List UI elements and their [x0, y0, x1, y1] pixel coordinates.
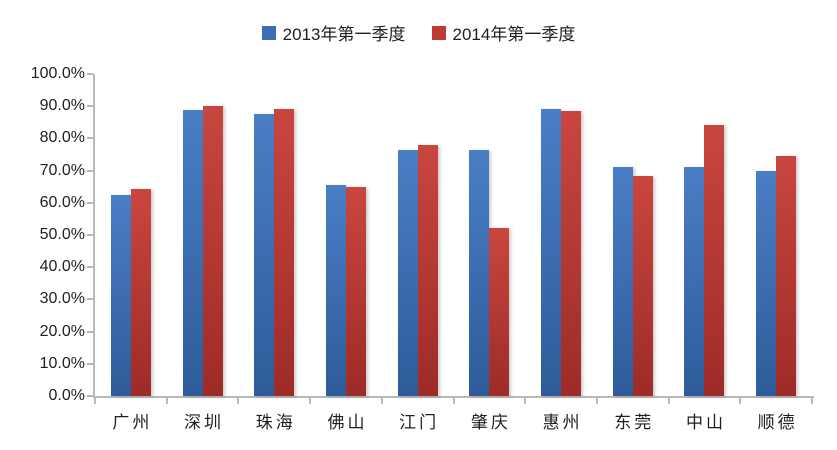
bar	[345, 187, 366, 396]
y-axis-label: 100.0%	[30, 65, 85, 82]
bar	[632, 176, 653, 396]
x-axis-ticks	[94, 398, 813, 404]
bar	[541, 109, 562, 396]
bar	[756, 170, 777, 396]
y-axis-label: 0.0%	[48, 387, 85, 404]
category-group-惠州	[525, 74, 597, 396]
category-group-顺德	[740, 74, 812, 396]
y-axis-tick	[87, 395, 93, 397]
bar	[254, 113, 275, 396]
x-axis-label: 顺德	[757, 413, 798, 432]
y-axis-label: 90.0%	[39, 97, 85, 115]
x-axis-label: 东莞	[614, 413, 655, 432]
category-group-中山	[669, 74, 741, 396]
y-axis-label: 40.0%	[39, 258, 85, 276]
category-group-江门	[382, 74, 454, 396]
x-axis-label: 珠海	[255, 413, 296, 432]
x-axis-tick	[452, 398, 455, 404]
y-axis-tick	[87, 73, 93, 75]
category-group-广州	[95, 74, 167, 396]
x-axis-tick	[524, 398, 527, 404]
bar	[561, 110, 582, 396]
x-axis-tick	[380, 398, 383, 404]
y-axis-label: 80.0%	[39, 129, 85, 147]
x-axis-tick	[667, 398, 670, 404]
legend-label: 2013年第一季度	[282, 25, 406, 44]
y-axis-tick	[87, 266, 93, 269]
bar	[489, 228, 510, 396]
y-axis-tick	[87, 169, 93, 172]
y-axis-line	[93, 74, 95, 398]
x-axis-tick	[595, 398, 598, 404]
x-axis-label: 肇庆	[470, 413, 511, 432]
y-axis-tick	[87, 201, 93, 204]
x-axis-label: 中山	[685, 413, 726, 432]
y-axis-label: 60.0%	[39, 193, 85, 211]
bar	[612, 167, 633, 396]
category-group-深圳	[167, 74, 239, 396]
y-axis-tick	[87, 330, 93, 333]
y-axis-tick	[87, 234, 93, 236]
y-axis-label: 20.0%	[39, 322, 85, 340]
bar	[274, 109, 295, 396]
x-axis-tick	[739, 398, 742, 404]
bar	[182, 110, 203, 396]
y-axis-label: 70.0%	[39, 161, 85, 179]
x-axis-label: 佛山	[327, 413, 368, 432]
bar	[110, 195, 131, 396]
bar	[417, 144, 438, 396]
category-group-佛山	[310, 74, 382, 396]
legend-swatch-blue-icon	[261, 25, 276, 40]
y-axis-label: 50.0%	[39, 226, 85, 243]
bar	[202, 106, 223, 396]
x-axis-tick	[237, 398, 240, 404]
category-group-东莞	[597, 74, 669, 396]
y-axis-tick	[87, 137, 93, 140]
x-axis-tick	[165, 398, 168, 404]
y-axis-tick	[87, 105, 93, 108]
y-axis-label: 30.0%	[39, 290, 85, 308]
x-axis-tick	[309, 398, 312, 404]
legend-item-2013: 2013年第一季度	[261, 20, 406, 45]
bar	[776, 155, 797, 396]
bar	[704, 124, 725, 396]
plot-area	[95, 74, 812, 396]
x-axis-tick	[811, 398, 813, 404]
y-axis-tick	[87, 362, 93, 365]
legend-item-2014: 2014年第一季度	[431, 20, 576, 45]
x-axis-tick	[94, 398, 96, 404]
bar	[325, 185, 346, 396]
x-axis-line	[93, 396, 814, 398]
bar	[684, 166, 705, 396]
bar	[397, 150, 418, 396]
bar	[130, 188, 151, 396]
bar	[469, 149, 490, 396]
legend-label: 2014年第一季度	[452, 25, 576, 44]
legend-swatch-red-icon	[431, 25, 446, 40]
y-axis-tick	[87, 298, 93, 301]
legend: 2013年第一季度 2014年第一季度	[0, 20, 837, 45]
y-axis-label: 10.0%	[39, 354, 85, 372]
x-axis-label: 广州	[112, 413, 153, 432]
x-axis-labels: 广州 深圳 珠海 佛山 江门 肇庆 惠州 东莞 中山 顺德	[95, 408, 812, 433]
category-group-肇庆	[454, 74, 526, 396]
x-axis-label: 惠州	[542, 413, 583, 432]
y-axis-ticks	[87, 73, 93, 397]
y-axis-labels: 0.0% 10.0% 20.0% 30.0% 40.0% 50.0% 60.0% 70.0% 8…	[0, 65, 85, 404]
category-group-珠海	[238, 74, 310, 396]
x-axis-label: 深圳	[184, 413, 225, 432]
x-axis-label: 江门	[399, 413, 440, 432]
